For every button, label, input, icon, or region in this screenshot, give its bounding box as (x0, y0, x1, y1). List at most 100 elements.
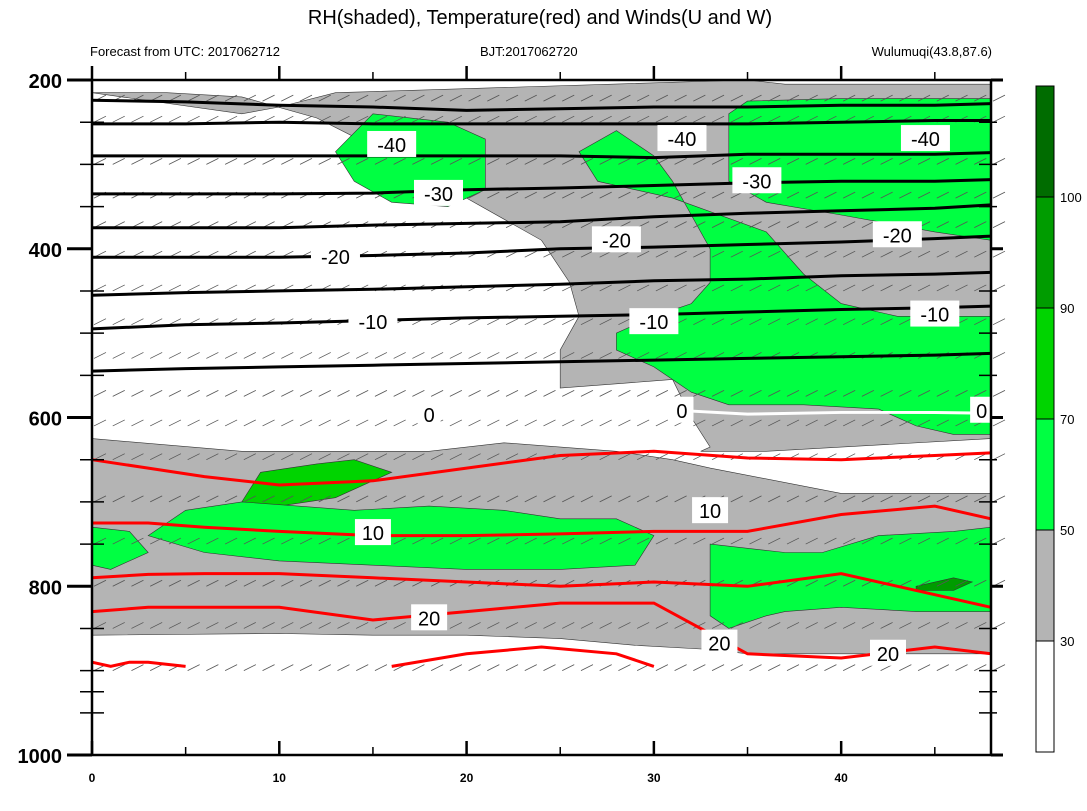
colorbar-tick-label: 90 (1060, 301, 1074, 316)
wind-barb (243, 94, 257, 102)
wind-barb (805, 390, 818, 397)
wind-barb (618, 390, 631, 397)
contour-label-group: 0 (970, 396, 994, 423)
wind-barb (112, 352, 125, 359)
wind-barb (749, 419, 762, 427)
wind-barb (562, 495, 575, 503)
wind-barb (786, 318, 800, 326)
wind-barb (936, 191, 949, 199)
wind-barb (618, 622, 631, 629)
wind-barb (580, 390, 594, 397)
contour-label-group: -40 (657, 125, 707, 152)
wind-barb (112, 495, 125, 503)
wind-barb (206, 453, 219, 461)
wind-barb (824, 94, 837, 102)
contour-label: 20 (708, 634, 730, 656)
wind-barb (955, 622, 968, 629)
wind-barb (505, 318, 519, 326)
contour-label-group: -30 (413, 179, 463, 206)
wind-barb (168, 453, 182, 461)
contour-label-group: -30 (732, 167, 782, 194)
wind-barb (824, 579, 837, 587)
wind-barb (768, 94, 781, 102)
wind-barb (168, 94, 182, 102)
wind-barb (805, 622, 818, 629)
wind-barb (880, 94, 893, 102)
wind-barb (430, 664, 444, 671)
wind-barb (992, 158, 1006, 165)
wind-barb (430, 390, 444, 397)
wind-barb (618, 158, 631, 165)
wind-barb (356, 453, 369, 461)
wind-barb (449, 352, 463, 359)
wind-barb (299, 390, 313, 397)
wind-barb (936, 94, 949, 102)
wind-barb (505, 622, 519, 629)
wind-barb (749, 158, 762, 165)
wind-barb (936, 579, 949, 587)
wind-barb (505, 115, 519, 123)
wind-barb (861, 284, 875, 292)
wind-barb (917, 390, 931, 397)
wind-barb (730, 221, 743, 229)
wind-barb (955, 664, 968, 671)
wind-barb (917, 579, 931, 587)
wind-barb (580, 94, 594, 102)
wind-barb (655, 250, 669, 258)
wind-barb (224, 94, 238, 102)
wind-barb (543, 191, 556, 199)
wind-barb (824, 318, 837, 326)
wind-barb (992, 191, 1006, 199)
wind-barb (243, 495, 257, 503)
wind-barb (768, 537, 781, 545)
wind-barb (974, 250, 987, 258)
wind-barb (505, 158, 519, 165)
wind-barb (711, 221, 725, 229)
wind-barb (655, 221, 669, 229)
wind-barb (974, 390, 987, 397)
wind-barb (842, 579, 856, 587)
wind-barb (543, 284, 556, 292)
wind-barb (93, 495, 107, 503)
wind-barb (262, 352, 275, 359)
wind-barb (562, 390, 575, 397)
wind-barb (206, 115, 219, 123)
wind-barb (786, 579, 800, 587)
wind-barb (730, 495, 743, 503)
wind-barb (693, 622, 706, 629)
wind-barb (262, 453, 275, 461)
wind-barb (711, 115, 725, 123)
wind-barb (917, 495, 931, 503)
wind-barb (412, 495, 425, 503)
wind-barb (562, 94, 575, 102)
wind-barb (299, 94, 313, 102)
wind-barb (262, 94, 275, 102)
wind-barb (412, 453, 425, 461)
wind-barb (636, 495, 650, 503)
wind-barb (487, 115, 500, 123)
wind-barb (711, 537, 725, 545)
contour-label: -40 (377, 135, 406, 157)
wind-barb (168, 495, 182, 503)
wind-barb (318, 94, 331, 102)
wind-barb (93, 579, 107, 587)
wind-barb (693, 664, 706, 671)
contour-label: -30 (424, 184, 453, 206)
wind-barb (206, 495, 219, 503)
wind-barb (655, 115, 669, 123)
contour-label: 10 (699, 501, 721, 523)
wind-barb (131, 495, 144, 503)
wind-barb (449, 94, 463, 102)
contour-label: 0 (424, 405, 435, 427)
wind-barb (168, 284, 182, 292)
wind-barb (281, 352, 294, 359)
wind-barb (243, 537, 257, 545)
wind-barb (206, 579, 219, 587)
colorbar-segment (1035, 418, 1055, 531)
contour-label: 20 (418, 608, 440, 630)
wind-barb (880, 622, 893, 629)
wind-barb (393, 622, 406, 629)
wind-barb (936, 250, 949, 258)
wind-barb (206, 284, 219, 292)
